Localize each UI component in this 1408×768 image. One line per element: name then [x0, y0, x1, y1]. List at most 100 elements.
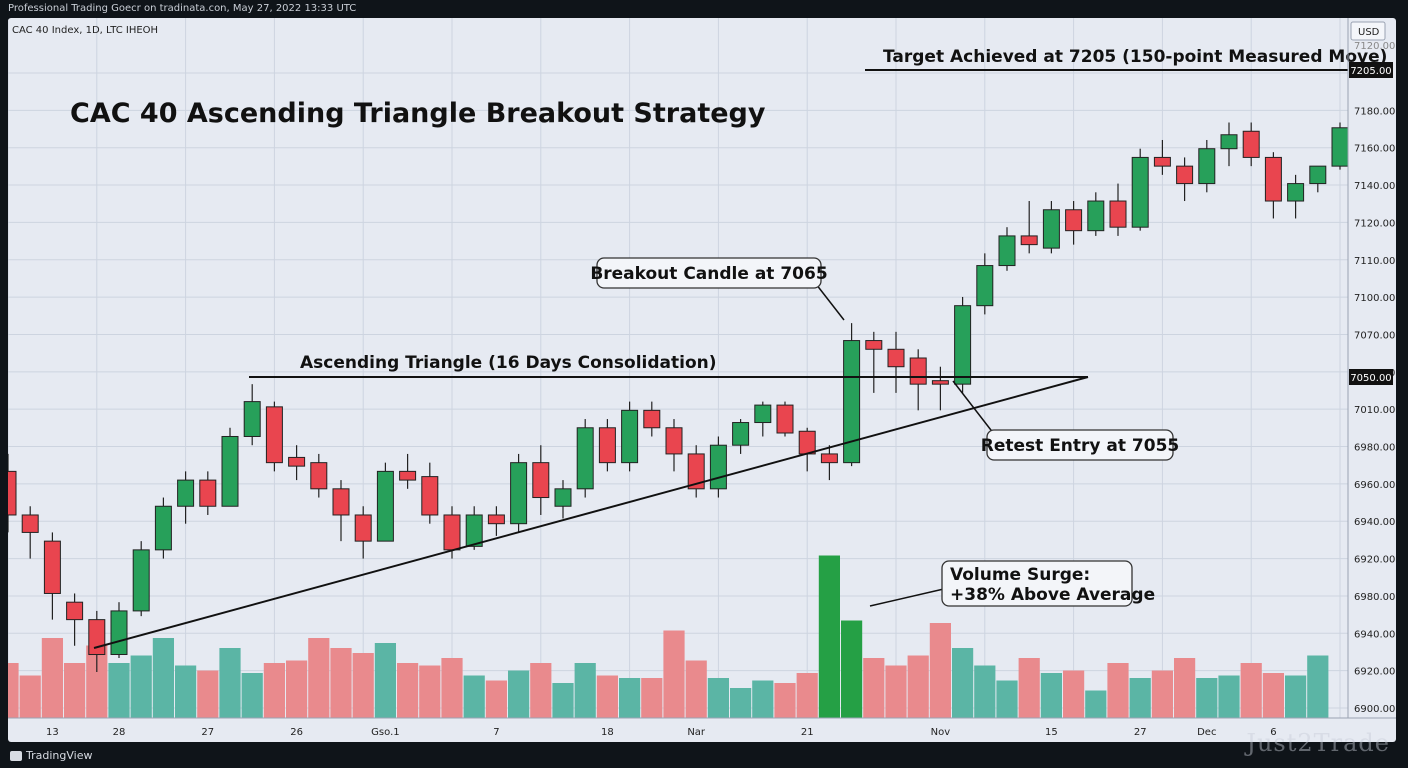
- volume-bar: [707, 678, 729, 718]
- candle-body: [265, 406, 283, 464]
- volume-bar: [152, 638, 174, 718]
- candle-body: [1287, 183, 1305, 202]
- symbol-label: CAC 40 Index, 1D, LTC IHEOH: [12, 25, 158, 36]
- volume-bar: [641, 678, 663, 718]
- volume-bar: [8, 663, 19, 718]
- target-label: Target Achieved at 7205 (150-point Measu…: [883, 47, 1387, 67]
- candle-body: [332, 488, 350, 516]
- candle-body: [1131, 156, 1149, 228]
- tradingview-icon: [10, 750, 22, 761]
- volume-bar: [929, 623, 951, 718]
- volume-bar: [996, 680, 1018, 718]
- candle-body: [798, 430, 816, 455]
- volume-bar: [374, 643, 396, 718]
- candle-body: [43, 540, 61, 594]
- volume-bar: [952, 648, 974, 718]
- price-axis[interactable]: 7180.00 7160.00 7140.00 7120.00 7110.00 7100.…: [1354, 106, 1395, 715]
- volume-bar: [1174, 658, 1196, 718]
- time-tick-label: 28: [113, 727, 126, 738]
- volume-pointer: [869, 587, 949, 607]
- candle-body: [110, 610, 128, 656]
- price-tick-label: 6920.00: [1354, 555, 1395, 566]
- volume-bar: [974, 665, 996, 718]
- price-tick-label: 6980.00: [1354, 592, 1395, 603]
- time-tick-label: 21: [801, 727, 814, 738]
- time-tick-label: 27: [1134, 727, 1147, 738]
- candle-body: [554, 488, 572, 507]
- candle-body: [1153, 156, 1171, 167]
- price-tick-label: 7100.00: [1354, 293, 1395, 304]
- volume-bar: [330, 648, 352, 718]
- volume-bar: [197, 670, 219, 718]
- volume-bar: [86, 645, 108, 718]
- volume-bars: [8, 555, 1329, 718]
- time-tick-label: Dec: [1197, 727, 1216, 738]
- top-caption-bar: Professional Trading Goecr on tradinata.…: [0, 0, 1408, 17]
- price-tick-label: 7070.00: [1354, 330, 1395, 341]
- breakout-callout-box: [596, 257, 822, 289]
- currency-label: USD: [1358, 27, 1380, 38]
- candle-body: [865, 340, 883, 350]
- price-tick-label: 7180.00: [1354, 106, 1395, 117]
- volume-bar: [219, 648, 241, 718]
- time-tick-label: Nov: [931, 727, 951, 738]
- candle-body: [1087, 200, 1105, 232]
- candle-body: [487, 514, 505, 525]
- candle-body: [177, 479, 195, 507]
- volume-bar: [263, 663, 285, 718]
- price-chart[interactable]: CAC 40 Index, 1D, LTC IHEOH CAC 40 Ascen…: [8, 18, 1396, 742]
- volume-bar: [41, 638, 63, 718]
- volume-bar: [108, 663, 130, 718]
- candle-body: [399, 470, 417, 481]
- triangle-label: Ascending Triangle (16 Days Consolidatio…: [300, 353, 717, 373]
- volume-bar: [441, 658, 463, 718]
- volume-label-line1: Volume Surge:: [950, 565, 1090, 585]
- price-tick-label: 7110.00: [1354, 256, 1395, 267]
- currency-box[interactable]: [1350, 21, 1386, 41]
- volume-bar: [1262, 673, 1284, 718]
- volume-bar: [774, 683, 796, 718]
- volume-bar: [907, 655, 929, 718]
- candle-body: [1309, 165, 1327, 185]
- candle-body: [1242, 130, 1260, 158]
- volume-bar: [1085, 690, 1107, 718]
- candle-body: [976, 265, 994, 307]
- candle-body: [909, 357, 927, 385]
- candle-body: [88, 619, 106, 656]
- volume-bar: [463, 675, 485, 718]
- candle-body: [465, 514, 483, 547]
- candle-body: [754, 404, 772, 424]
- price-tick-label: 7140.00: [1354, 181, 1395, 192]
- time-tick-label: Gso.1: [371, 727, 399, 738]
- candle-body: [1065, 209, 1083, 232]
- volume-bar: [1129, 678, 1151, 718]
- volume-bar: [1240, 663, 1262, 718]
- chart-area[interactable]: CAC 40 Index, 1D, LTC IHEOH CAC 40 Ascen…: [8, 18, 1396, 742]
- volume-bar: [175, 665, 197, 718]
- candle-body: [1109, 200, 1127, 228]
- volume-bar: [130, 655, 152, 718]
- candle-body: [687, 453, 705, 490]
- candle-body: [820, 453, 838, 464]
- volume-bar: [1285, 675, 1307, 718]
- volume-bar: [241, 673, 263, 718]
- candle-body: [421, 476, 439, 516]
- chart-title: CAC 40 Ascending Triangle Breakout Strat…: [70, 98, 766, 129]
- volume-bar: [397, 663, 419, 718]
- time-axis[interactable]: 13 28 27 26 Gso.1 7 18 Nar 21 Nov 15 27 Dec 6: [46, 727, 1277, 738]
- candle-body: [887, 348, 905, 368]
- candle-body: [1331, 127, 1349, 167]
- candle-body: [954, 305, 972, 385]
- volume-bar: [596, 675, 618, 718]
- time-tick-label: 7: [493, 727, 499, 738]
- candle-body: [8, 470, 17, 516]
- volume-bar: [308, 638, 330, 718]
- support-trendline: [93, 376, 1089, 649]
- volume-label-line2: +38% Above Average: [950, 585, 1155, 605]
- axis-top-partial-label: 7120.00: [1354, 41, 1395, 52]
- volume-bar: [818, 555, 840, 718]
- retest-pointer: [952, 380, 995, 435]
- volume-bar: [730, 688, 752, 718]
- tradingview-logo[interactable]: TradingView: [10, 749, 92, 762]
- candle-body: [154, 505, 172, 551]
